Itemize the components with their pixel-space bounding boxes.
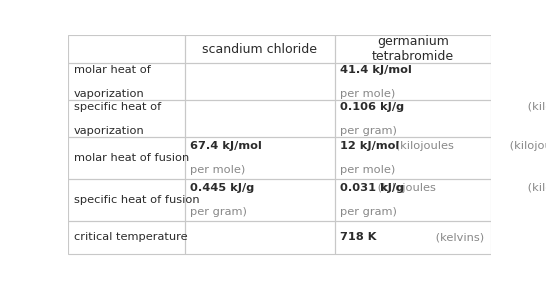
Text: germanium
tetrabromide: germanium tetrabromide — [372, 35, 454, 63]
Bar — [335, 35, 491, 63]
Text: (kilojoules: (kilojoules — [374, 183, 436, 193]
Bar — [335, 220, 491, 254]
Text: critical temperature: critical temperature — [74, 232, 187, 242]
Text: per mole): per mole) — [340, 165, 396, 175]
Bar — [185, 179, 335, 220]
Bar — [68, 35, 185, 63]
Text: (kilojoules: (kilojoules — [524, 102, 546, 112]
Bar — [185, 35, 335, 63]
Bar — [68, 179, 185, 220]
Text: (kilojoules: (kilojoules — [506, 141, 546, 151]
Text: (kilojoules: (kilojoules — [524, 183, 546, 193]
Text: specific heat of fusion: specific heat of fusion — [74, 195, 199, 205]
Bar — [68, 137, 185, 179]
Bar — [68, 100, 185, 137]
Text: 67.4 kJ/mol: 67.4 kJ/mol — [190, 141, 262, 151]
Bar — [335, 137, 491, 179]
Text: vaporization: vaporization — [74, 89, 145, 99]
Bar — [185, 100, 335, 137]
Text: 0.031 kJ/g: 0.031 kJ/g — [340, 183, 405, 193]
Text: per mole): per mole) — [190, 165, 245, 175]
Text: 41.4 kJ/mol: 41.4 kJ/mol — [340, 65, 412, 75]
Text: 12 kJ/mol: 12 kJ/mol — [340, 141, 400, 151]
Text: (kilojoules: (kilojoules — [543, 65, 546, 75]
Text: molar heat of: molar heat of — [74, 65, 151, 75]
Bar — [185, 63, 335, 100]
Text: vaporization: vaporization — [74, 126, 145, 136]
Text: 0.106 kJ/g: 0.106 kJ/g — [340, 102, 405, 112]
Bar — [335, 63, 491, 100]
Text: scandium chloride: scandium chloride — [202, 43, 317, 55]
Text: 718 K: 718 K — [340, 232, 377, 242]
Text: per gram): per gram) — [190, 207, 247, 217]
Text: 0.445 kJ/g: 0.445 kJ/g — [190, 183, 254, 193]
Text: per gram): per gram) — [340, 207, 397, 217]
Bar — [185, 220, 335, 254]
Bar — [335, 100, 491, 137]
Text: specific heat of: specific heat of — [74, 102, 161, 112]
Text: molar heat of fusion: molar heat of fusion — [74, 153, 189, 163]
Text: per gram): per gram) — [340, 126, 397, 136]
Text: (kilojoules: (kilojoules — [393, 141, 454, 151]
Bar — [68, 220, 185, 254]
Bar — [185, 137, 335, 179]
Text: (kelvins): (kelvins) — [432, 232, 484, 242]
Text: per mole): per mole) — [340, 89, 396, 99]
Bar — [68, 63, 185, 100]
Bar — [335, 179, 491, 220]
